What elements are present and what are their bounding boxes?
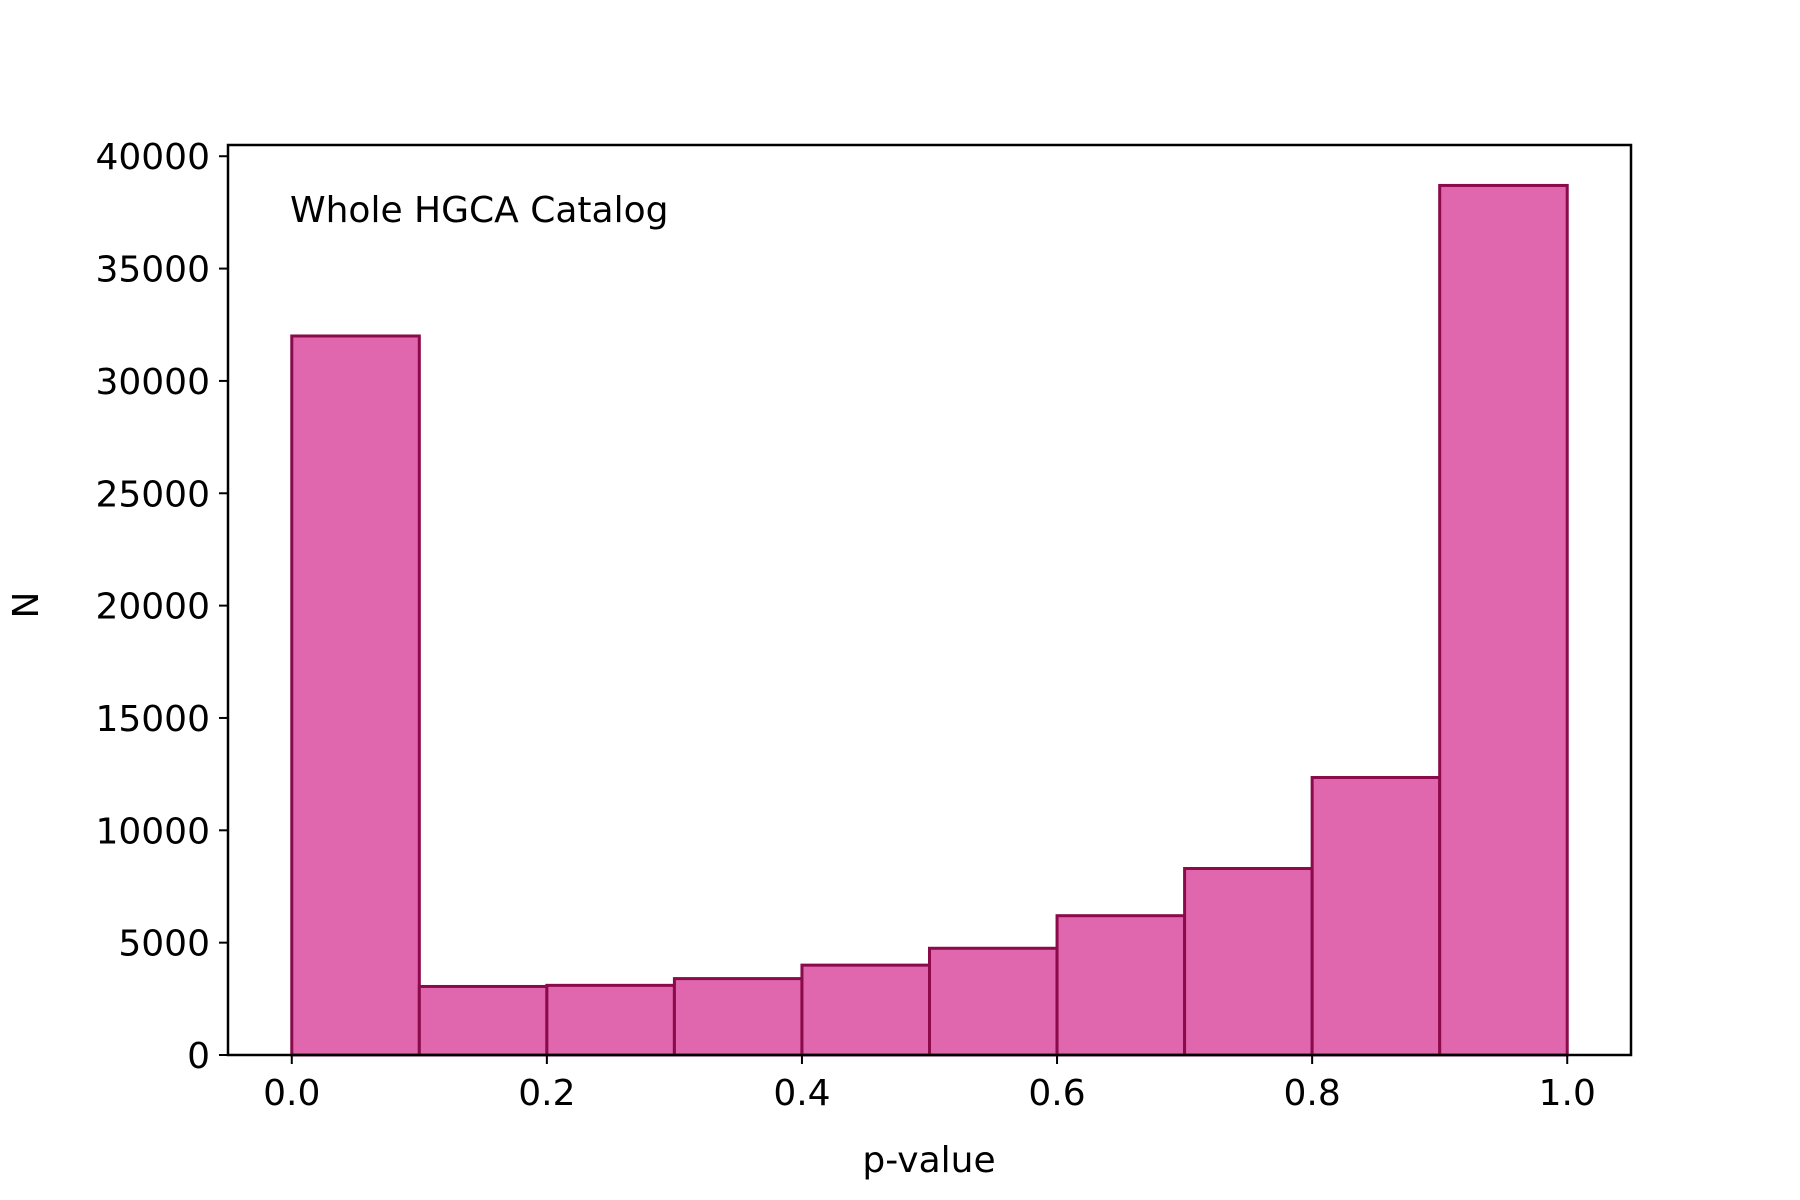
x-tick-label: 0.4: [773, 1073, 830, 1114]
x-tick-label: 0.6: [1028, 1073, 1085, 1114]
y-axis-label: N: [6, 592, 47, 619]
y-tick-label: 0: [187, 1036, 210, 1077]
x-axis-ticks: 0.0 0.2 0.4 0.6 0.8 1.0: [263, 1055, 1596, 1114]
histogram-bar: [928, 946, 1059, 1057]
chart-annotation: Whole HGCA Catalog: [290, 190, 668, 231]
y-tick-label: 5000: [118, 924, 210, 965]
histogram-bar: [1310, 776, 1442, 1057]
histogram-bar: [1438, 183, 1569, 1057]
histogram-bar: [417, 984, 549, 1057]
y-tick-label: 10000: [95, 811, 210, 852]
histogram-bar: [800, 963, 931, 1057]
histogram-bar: [290, 334, 421, 1057]
y-tick-label: 35000: [95, 250, 210, 291]
x-tick-label: 0.0: [263, 1073, 320, 1114]
histogram-bar: [672, 977, 804, 1057]
y-tick-label: 30000: [95, 362, 210, 403]
bars-group: [290, 183, 1569, 1057]
histogram-bar: [1055, 914, 1187, 1057]
y-axis-ticks: 0 5000 10000 15000 20000 25000 30000 35000 40000: [95, 137, 228, 1077]
y-tick-label: 15000: [95, 699, 210, 740]
plot-frame: [226, 143, 1633, 1057]
y-tick-label: 40000: [95, 137, 210, 178]
x-tick-label: 0.8: [1284, 1073, 1341, 1114]
x-tick-label: 1.0: [1539, 1073, 1596, 1114]
y-tick-label: 25000: [95, 474, 210, 515]
histogram-bar: [1183, 867, 1314, 1057]
histogram-bar: [545, 983, 676, 1057]
x-tick-label: 0.2: [518, 1073, 575, 1114]
y-tick-label: 20000: [95, 587, 210, 628]
x-axis-label: p-value: [862, 1140, 995, 1181]
